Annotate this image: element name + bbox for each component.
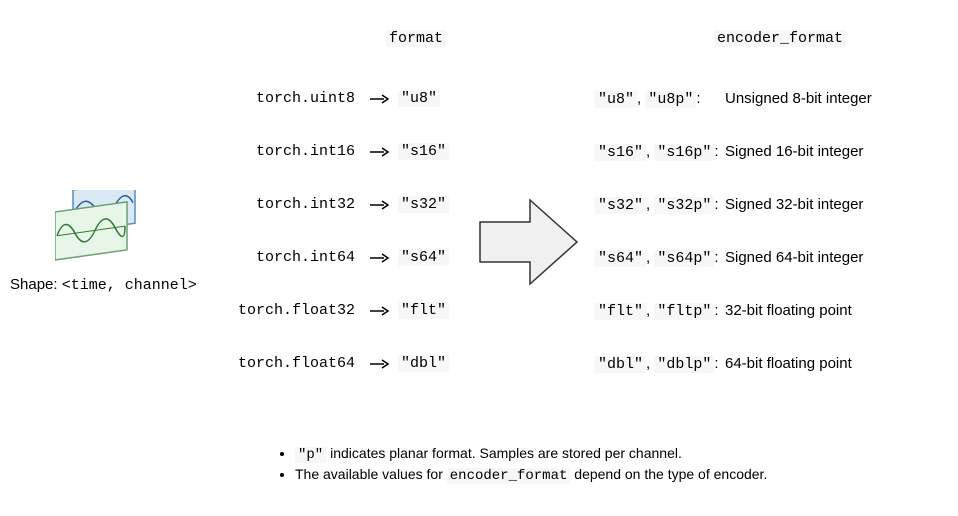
encoder-format-values: "u8", "u8p": bbox=[595, 90, 701, 108]
maps-to-arrow-icon bbox=[365, 92, 393, 109]
type-row: torch.float64 "dbl" "dbl", "dblp": 64-bi… bbox=[0, 355, 958, 408]
torch-type: torch.int16 bbox=[225, 143, 355, 160]
encoder-format-values: "s16", "s16p": bbox=[595, 143, 719, 161]
maps-to-arrow-icon bbox=[365, 357, 393, 374]
type-row: torch.uint8 "u8" "u8", "u8p": Unsigned 8… bbox=[0, 90, 958, 143]
format-value: "dbl" bbox=[398, 355, 449, 372]
type-row: torch.int32 "s32" "s32", "s32p": Signed … bbox=[0, 196, 958, 249]
maps-to-arrow-icon bbox=[365, 251, 393, 268]
type-row: torch.int64 "s64" "s64", "s64p": Signed … bbox=[0, 249, 958, 302]
type-description: Unsigned 8-bit integer bbox=[725, 90, 872, 107]
type-description: Signed 16-bit integer bbox=[725, 143, 863, 160]
format-value: "u8" bbox=[398, 90, 440, 107]
torch-type: torch.float32 bbox=[225, 302, 355, 319]
maps-to-arrow-icon bbox=[365, 145, 393, 162]
type-description: Signed 32-bit integer bbox=[725, 196, 863, 213]
format-value: "s64" bbox=[398, 249, 449, 266]
torch-type: torch.uint8 bbox=[225, 90, 355, 107]
encoder-format-values: "flt", "fltp": bbox=[595, 302, 719, 320]
type-mapping-rows: torch.uint8 "u8" "u8", "u8p": Unsigned 8… bbox=[0, 90, 958, 408]
type-row: torch.int16 "s16" "s16", "s16p": Signed … bbox=[0, 143, 958, 196]
format-value: "s16" bbox=[398, 143, 449, 160]
footnotes: "p" indicates planar format. Samples are… bbox=[275, 445, 767, 487]
torch-type: torch.float64 bbox=[225, 355, 355, 372]
torch-type: torch.int64 bbox=[225, 249, 355, 266]
torch-type: torch.int32 bbox=[225, 196, 355, 213]
encoder-format-values: "dbl", "dblp": bbox=[595, 355, 719, 373]
maps-to-arrow-icon bbox=[365, 198, 393, 215]
type-row: torch.float32 "flt" "flt", "fltp": 32-bi… bbox=[0, 302, 958, 355]
type-description: Signed 64-bit integer bbox=[725, 249, 863, 266]
encoder-format-values: "s32", "s32p": bbox=[595, 196, 719, 214]
format-value: "flt" bbox=[398, 302, 449, 319]
type-description: 64-bit floating point bbox=[725, 355, 852, 372]
encoder-format-header: encoder_format bbox=[714, 30, 846, 47]
encoder-format-values: "s64", "s64p": bbox=[595, 249, 719, 267]
footnote-planar: "p" indicates planar format. Samples are… bbox=[295, 445, 767, 463]
format-value: "s32" bbox=[398, 196, 449, 213]
type-description: 32-bit floating point bbox=[725, 302, 852, 319]
maps-to-arrow-icon bbox=[365, 304, 393, 321]
format-header: format bbox=[386, 30, 446, 47]
footnote-encoder: The available values for encoder_format … bbox=[295, 466, 767, 484]
